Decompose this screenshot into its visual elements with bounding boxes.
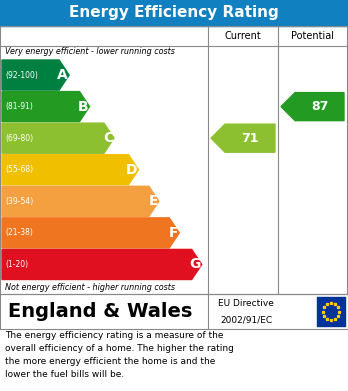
Text: (39-54): (39-54) [5, 197, 33, 206]
Polygon shape [2, 155, 139, 185]
Text: A: A [57, 68, 68, 82]
Text: 71: 71 [241, 132, 259, 145]
Bar [0, 0, 348, 26]
Text: D: D [126, 163, 137, 177]
Polygon shape [2, 218, 179, 248]
Bar [0, 294, 348, 329]
Polygon shape [211, 124, 275, 152]
Text: Not energy efficient - higher running costs: Not energy efficient - higher running co… [5, 283, 175, 292]
Text: Energy Efficiency Rating: Energy Efficiency Rating [69, 5, 279, 20]
Text: C: C [103, 131, 113, 145]
Polygon shape [2, 91, 89, 122]
Text: E: E [148, 194, 158, 208]
Text: Current: Current [224, 31, 261, 41]
Text: (92-100): (92-100) [5, 70, 38, 79]
Text: (21-38): (21-38) [5, 228, 33, 237]
Text: EU Directive: EU Directive [218, 298, 274, 307]
Polygon shape [2, 249, 202, 280]
Text: Potential: Potential [291, 31, 334, 41]
Text: England & Wales: England & Wales [8, 302, 192, 321]
Text: F: F [169, 226, 178, 240]
Text: (69-80): (69-80) [5, 134, 33, 143]
Text: 87: 87 [311, 100, 328, 113]
Text: (81-91): (81-91) [5, 102, 33, 111]
Bar [317, 297, 345, 326]
Text: The energy efficiency rating is a measure of the
overall efficiency of a home. T: The energy efficiency rating is a measur… [5, 331, 234, 378]
Polygon shape [281, 93, 344, 121]
Text: 2002/91/EC: 2002/91/EC [220, 316, 272, 325]
Polygon shape [2, 123, 114, 153]
Text: Very energy efficient - lower running costs: Very energy efficient - lower running co… [5, 47, 175, 57]
Polygon shape [2, 186, 159, 216]
Bar [0, 26, 348, 294]
Text: B: B [78, 100, 88, 114]
Text: (1-20): (1-20) [5, 260, 28, 269]
Text: (55-68): (55-68) [5, 165, 33, 174]
Text: G: G [189, 257, 201, 271]
Polygon shape [2, 60, 69, 90]
